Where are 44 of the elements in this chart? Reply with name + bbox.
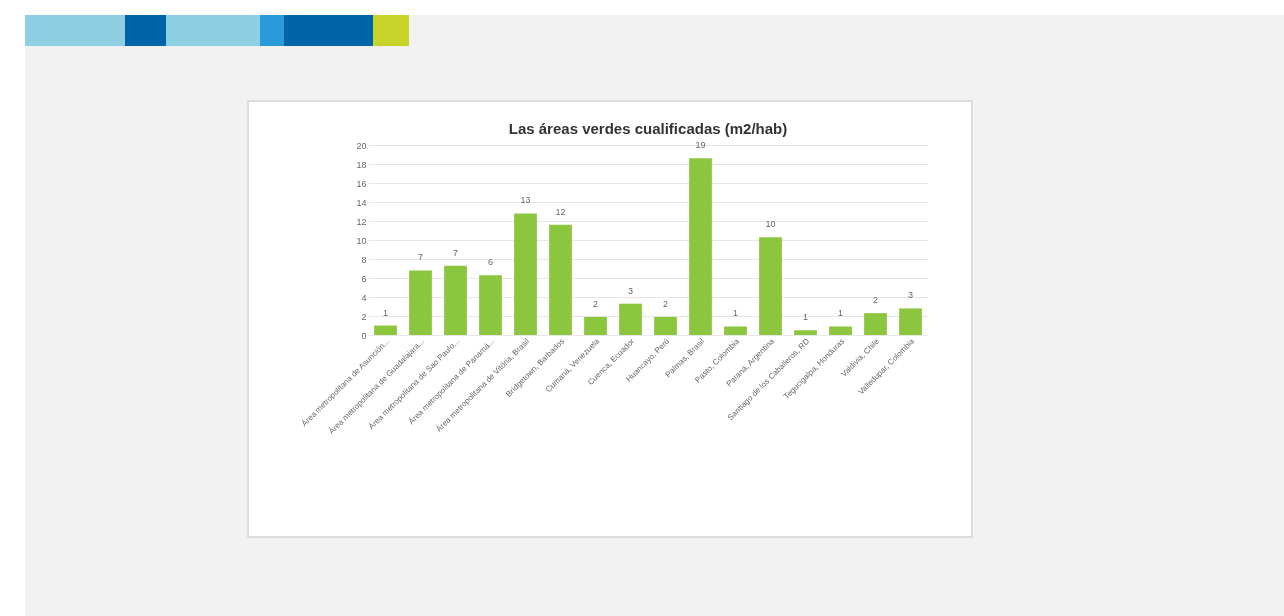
y-tick-label: 10 bbox=[356, 235, 367, 246]
data-label: 1 bbox=[732, 308, 739, 319]
bar bbox=[444, 265, 467, 335]
chart-title: Las áreas verdes cualificadas (m2/hab) bbox=[508, 120, 788, 137]
y-tick-label: 0 bbox=[361, 330, 367, 341]
y-tick-label: 4 bbox=[361, 292, 367, 303]
bar bbox=[619, 303, 642, 335]
data-label: 13 bbox=[520, 195, 531, 206]
y-tick-label: 12 bbox=[356, 216, 367, 227]
y-tick-label: 6 bbox=[361, 273, 367, 284]
data-label: 3 bbox=[627, 285, 634, 296]
data-label: 12 bbox=[555, 206, 566, 217]
data-label: 2 bbox=[872, 295, 879, 306]
bar bbox=[829, 326, 852, 335]
data-label: 10 bbox=[765, 219, 776, 230]
bar bbox=[654, 316, 677, 335]
y-tick-label: 16 bbox=[356, 178, 367, 189]
data-label: 1 bbox=[837, 308, 844, 319]
bar bbox=[479, 275, 502, 335]
data-label: 7 bbox=[417, 252, 424, 263]
y-tick-label: 20 bbox=[356, 140, 367, 151]
bar bbox=[584, 316, 607, 335]
bar bbox=[374, 325, 397, 335]
bar bbox=[514, 213, 537, 335]
bar bbox=[724, 326, 747, 335]
data-label: 19 bbox=[695, 140, 706, 151]
bar bbox=[899, 308, 922, 335]
y-tick-label: 8 bbox=[361, 254, 367, 265]
data-label: 2 bbox=[662, 298, 669, 309]
data-label: 6 bbox=[487, 257, 494, 268]
data-label: 1 bbox=[802, 312, 809, 323]
data-label: 1 bbox=[382, 307, 389, 318]
data-label: 3 bbox=[907, 290, 914, 301]
data-label: 2 bbox=[592, 298, 599, 309]
bar bbox=[409, 270, 432, 335]
bar bbox=[864, 313, 887, 335]
data-label: 7 bbox=[452, 247, 459, 258]
bar bbox=[549, 224, 572, 335]
y-tick-label: 2 bbox=[361, 311, 367, 322]
y-tick-label: 18 bbox=[356, 159, 367, 170]
y-tick-label: 14 bbox=[356, 197, 367, 208]
bar bbox=[794, 330, 817, 335]
bar bbox=[759, 237, 782, 335]
bar bbox=[689, 158, 712, 335]
